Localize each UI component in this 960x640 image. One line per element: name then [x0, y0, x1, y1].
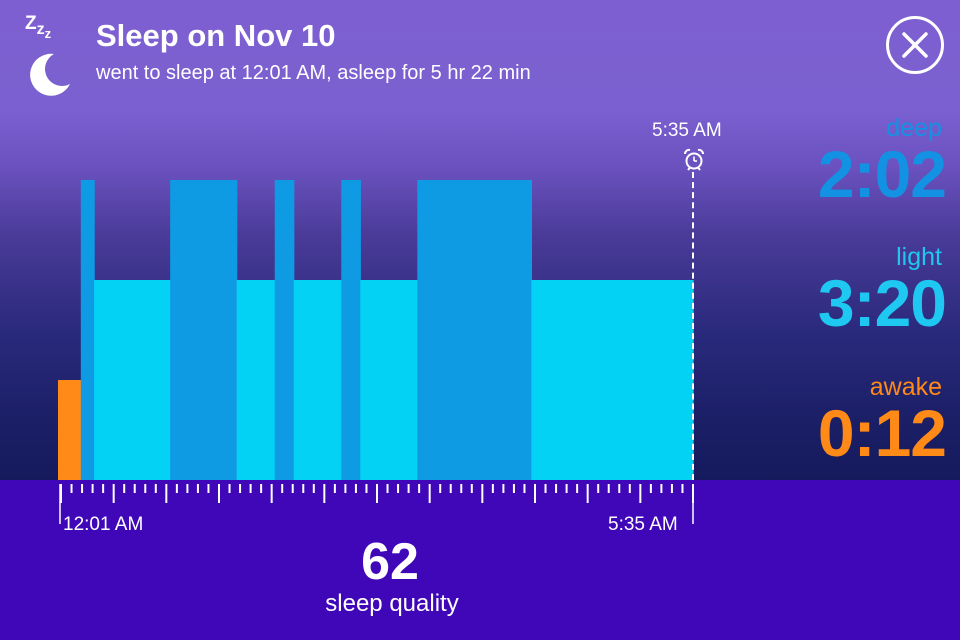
zzz-icon: Zzz: [25, 13, 52, 41]
deep-value: 2:02: [817, 137, 947, 211]
sleep-moon-icon: Zzz: [20, 10, 76, 96]
alarm-marker-line: [692, 172, 694, 480]
axis-end-label: 5:35 AM: [608, 514, 678, 535]
awake-value: 0:12: [817, 396, 947, 470]
sleep-segment-deep: [417, 180, 532, 480]
sleep-segment-deep: [274, 180, 295, 480]
alarm-clock-icon: [684, 148, 704, 171]
sleep-segment-light: [360, 280, 418, 480]
sleep-segment-deep: [80, 180, 95, 480]
close-icon: [902, 32, 928, 58]
axis-start-label: 12:01 AM: [63, 514, 144, 535]
sleep-quality-label: sleep quality: [325, 590, 459, 617]
sleep-quality-score: 62: [361, 533, 419, 591]
light-value: 3:20: [817, 266, 947, 340]
close-button[interactable]: [886, 16, 944, 74]
light-label: light: [896, 243, 942, 271]
sleep-segment-light: [531, 280, 694, 480]
alarm-time-label: 5:35 AM: [652, 120, 722, 141]
awake-label: awake: [869, 373, 942, 401]
sleep-summary: went to sleep at 12:01 AM, asleep for 5 …: [96, 62, 531, 84]
sleep-segment-light: [236, 280, 276, 480]
moon-icon: [30, 53, 71, 96]
sleep-segment-awake: [58, 380, 82, 480]
deep-label: deep: [886, 114, 942, 142]
sleep-segment-light: [293, 280, 342, 480]
footer-background: [0, 480, 960, 640]
sleep-segment-deep: [170, 180, 238, 480]
page-title: Sleep on Nov 10: [96, 18, 336, 53]
sleep-segment-light: [94, 280, 171, 480]
sleep-segment-deep: [341, 180, 361, 480]
